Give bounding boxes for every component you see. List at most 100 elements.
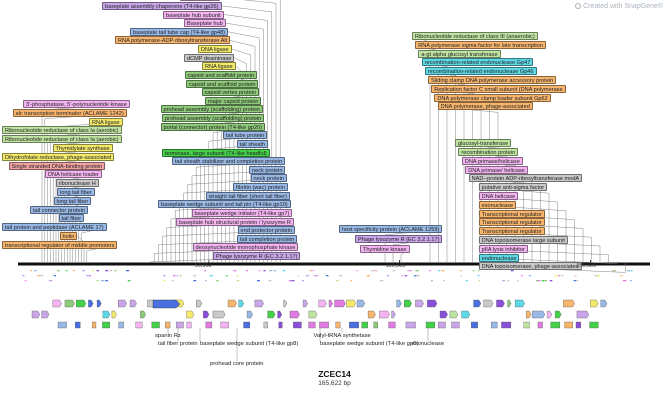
gene-feature — [289, 310, 300, 319]
orf-mark — [416, 275, 420, 277]
feature-label-below: tail fiber protein — [158, 341, 198, 347]
feature-label: RNA ligase — [202, 62, 236, 71]
feature-label: Ribonucleotide reductase of class Ia (ae… — [2, 126, 122, 135]
feature-label: prohead assembly (scaffolding) protein — [160, 105, 263, 114]
orf-mark — [86, 275, 90, 277]
feature-label: terminase, large subunit (T4-like headfu… — [162, 148, 270, 157]
orf-mark — [24, 280, 28, 282]
orf-mark — [282, 270, 286, 272]
feature-label: DNA topoisomerase large subunit — [478, 236, 568, 244]
orf-mark — [176, 275, 178, 277]
orf-mark — [561, 275, 564, 277]
feature-label-below: baseplate wedge subunit (T4-like gp6) — [320, 341, 419, 347]
feature-label: a-gt alpha glucosyl transferase — [418, 49, 501, 58]
feature-label: DNA polymerase clamp loader subunit Gp62 — [434, 93, 551, 102]
feature-label: DNA helicase — [478, 192, 519, 200]
orf-mark — [430, 280, 433, 282]
orf-mark — [233, 270, 237, 272]
gene-feature — [246, 310, 253, 319]
orf-mark — [371, 270, 375, 272]
orf-mark — [478, 280, 480, 282]
orf-mark — [263, 270, 266, 272]
ruler-tick-label: 150,000 — [576, 263, 597, 269]
gene-feature — [186, 321, 192, 329]
gene-feature — [526, 310, 532, 319]
gene-feature — [451, 321, 460, 329]
orf-mark — [629, 280, 632, 282]
gene-feature — [102, 310, 111, 319]
gene-feature — [293, 321, 302, 329]
gene-feature — [439, 310, 448, 319]
orf-mark — [415, 270, 419, 272]
feature-label: capsid and scaffold protein — [186, 79, 259, 88]
feature-label: Sliding clamp DNA polymerase accessory p… — [428, 76, 557, 84]
orf-mark — [401, 275, 404, 277]
map-title: ZCEC14 — [318, 369, 351, 379]
feature-label: tail completion protein — [237, 234, 298, 243]
orf-mark — [193, 280, 197, 282]
gene-feature — [438, 321, 446, 329]
gene-feature — [196, 299, 203, 308]
feature-label: straight tail fiber (short tail fiber) — [205, 191, 290, 200]
feature-label: neck protein — [250, 174, 287, 183]
orf-mark — [96, 280, 100, 282]
gene-feature — [118, 321, 124, 329]
gene-feature — [554, 310, 562, 319]
gene-feature — [501, 321, 512, 329]
feature-label: tail tube protein — [223, 131, 268, 140]
orf-mark — [350, 280, 353, 282]
orf-mark — [268, 280, 272, 282]
orf-mark — [37, 275, 41, 277]
feature-label: NAD--protein ADP-ribosyltransferase modA — [468, 174, 583, 183]
feature-label: recombination protein — [458, 148, 519, 156]
gene-feature — [425, 321, 436, 329]
orf-mark — [246, 270, 249, 272]
feature-label-below: exonuclease — [411, 341, 445, 347]
gene-feature — [328, 299, 333, 308]
orf-mark — [336, 280, 339, 282]
gene-feature — [212, 310, 226, 319]
gene-feature — [283, 299, 288, 308]
gene-feature — [238, 299, 245, 308]
orf-mark — [216, 280, 219, 282]
gene-feature — [318, 299, 327, 308]
gene-feature — [471, 321, 478, 329]
gene-feature — [220, 321, 229, 329]
orf-mark — [438, 270, 441, 272]
feature-label: holin — [59, 232, 78, 240]
gene-feature — [523, 321, 530, 329]
feature-label: Ribonucleotide reductase of class III (a… — [412, 32, 538, 40]
gene-feature — [388, 321, 396, 329]
feature-label: recombination-related endonuclease Gp47 — [421, 58, 534, 67]
orf-mark — [305, 275, 310, 277]
gene-feature — [496, 299, 505, 308]
orf-mark — [528, 275, 532, 277]
orf-mark — [429, 270, 431, 272]
gene-feature — [546, 310, 553, 319]
orf-mark — [105, 280, 109, 282]
gene-feature — [334, 299, 346, 308]
feature-label: tail fiber — [58, 214, 85, 223]
orf-mark — [256, 280, 260, 282]
feature-label: DNA primase/helicase — [461, 156, 523, 165]
feature-label: transcriptional regulator of middle prom… — [2, 240, 118, 249]
orf-mark — [225, 275, 228, 277]
gene-feature — [118, 299, 127, 308]
gene-feature — [165, 321, 171, 329]
feature-label: Ribonucleotide reductase of class Ia (ae… — [2, 135, 122, 144]
gene-feature — [278, 321, 283, 329]
gene-feature — [31, 310, 41, 319]
gene-feature — [151, 321, 160, 329]
orf-mark — [313, 275, 317, 277]
orf-mark — [22, 275, 25, 277]
gene-feature — [507, 299, 512, 308]
watermark: Created with SnapGene® — [575, 3, 663, 10]
orf-mark — [125, 270, 130, 272]
gene-feature — [76, 299, 87, 308]
orf-mark — [510, 270, 514, 272]
gene-feature — [564, 321, 573, 329]
orf-mark — [507, 280, 510, 282]
orf-mark — [574, 275, 577, 277]
orf-mark — [460, 275, 462, 277]
